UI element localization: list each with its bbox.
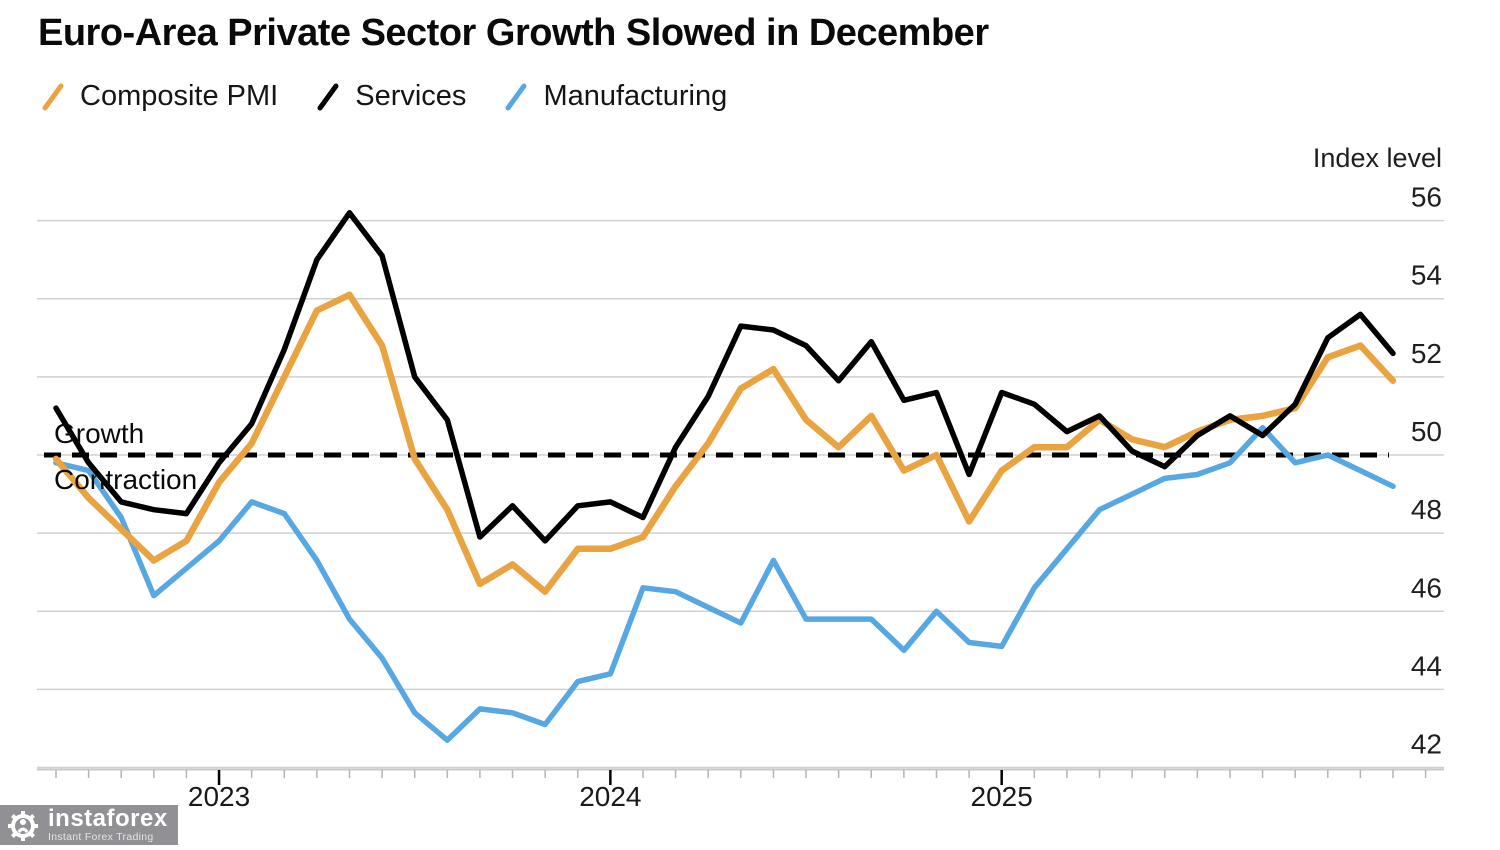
series-line-manufacturing: [53, 424, 1396, 743]
legend-item-composite: Composite PMI: [41, 80, 278, 113]
chart-title: Euro-Area Private Sector Growth Slowed i…: [38, 12, 989, 54]
x-tick-label: 2025: [971, 781, 1033, 812]
y-tick-label: 44: [1411, 650, 1442, 681]
legend-item-services: Services: [316, 80, 466, 113]
legend-label-services: Services: [355, 80, 467, 112]
growth-annotation: Growth: [54, 418, 145, 449]
manufacturing-slash-icon: [505, 83, 527, 110]
composite-slash-icon: [42, 83, 64, 110]
x-tick-label: 2023: [188, 781, 250, 812]
y-tick-label: 56: [1411, 182, 1442, 213]
contraction-annotation: Contraction: [54, 464, 198, 495]
legend-item-manufacturing: Manufacturing: [504, 80, 727, 113]
y-tick-label: 42: [1411, 729, 1442, 760]
watermark-brand: instaforex: [48, 805, 168, 833]
series-line-services: [53, 210, 1396, 544]
legend-label-composite: Composite PMI: [80, 80, 279, 112]
y-tick-label: 46: [1411, 572, 1442, 603]
series-line-composite-pmi: [52, 291, 1397, 595]
x-tick-label: 2024: [579, 781, 641, 812]
y-tick-label: 50: [1411, 416, 1442, 447]
instaforex-watermark: instaforex Instant Forex Trading: [0, 805, 178, 845]
y-tick-label: 48: [1411, 494, 1442, 525]
y-tick-label: 52: [1411, 338, 1442, 369]
legend-label-manufacturing: Manufacturing: [543, 80, 728, 112]
chart-legend: Composite PMI Services Manufacturing: [41, 80, 727, 113]
watermark-tagline: Instant Forex Trading: [48, 831, 154, 844]
services-slash-icon: [317, 83, 339, 110]
y-axis-title: Index level: [1312, 143, 1442, 173]
instaforex-gear-icon: [8, 811, 38, 841]
y-tick-label: 54: [1411, 260, 1442, 291]
